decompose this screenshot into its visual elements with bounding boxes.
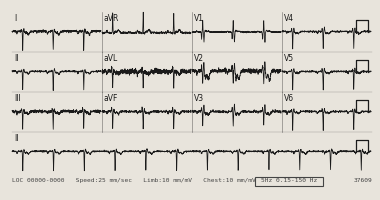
Text: 5Hz 0.15-150 Hz: 5Hz 0.15-150 Hz [261,178,317,184]
Text: V1: V1 [194,14,204,23]
Text: II: II [14,54,19,63]
Text: aVL: aVL [104,54,118,63]
Text: II: II [14,134,19,143]
Text: V6: V6 [284,94,294,103]
Bar [255,177,323,186]
Text: aVF: aVF [104,94,119,103]
Text: LOC 00000-0000   Speed:25 mm/sec   Limb:10 mm/mV   Chest:10 mm/mV: LOC 00000-0000 Speed:25 mm/sec Limb:10 m… [12,178,256,183]
Text: V4: V4 [284,14,294,23]
Text: V2: V2 [194,54,204,63]
Text: aVR: aVR [104,14,119,23]
Text: V5: V5 [284,54,294,63]
Text: III: III [14,94,21,103]
Text: I: I [14,14,16,23]
Text: V3: V3 [194,94,204,103]
Text: 37609: 37609 [353,178,372,183]
